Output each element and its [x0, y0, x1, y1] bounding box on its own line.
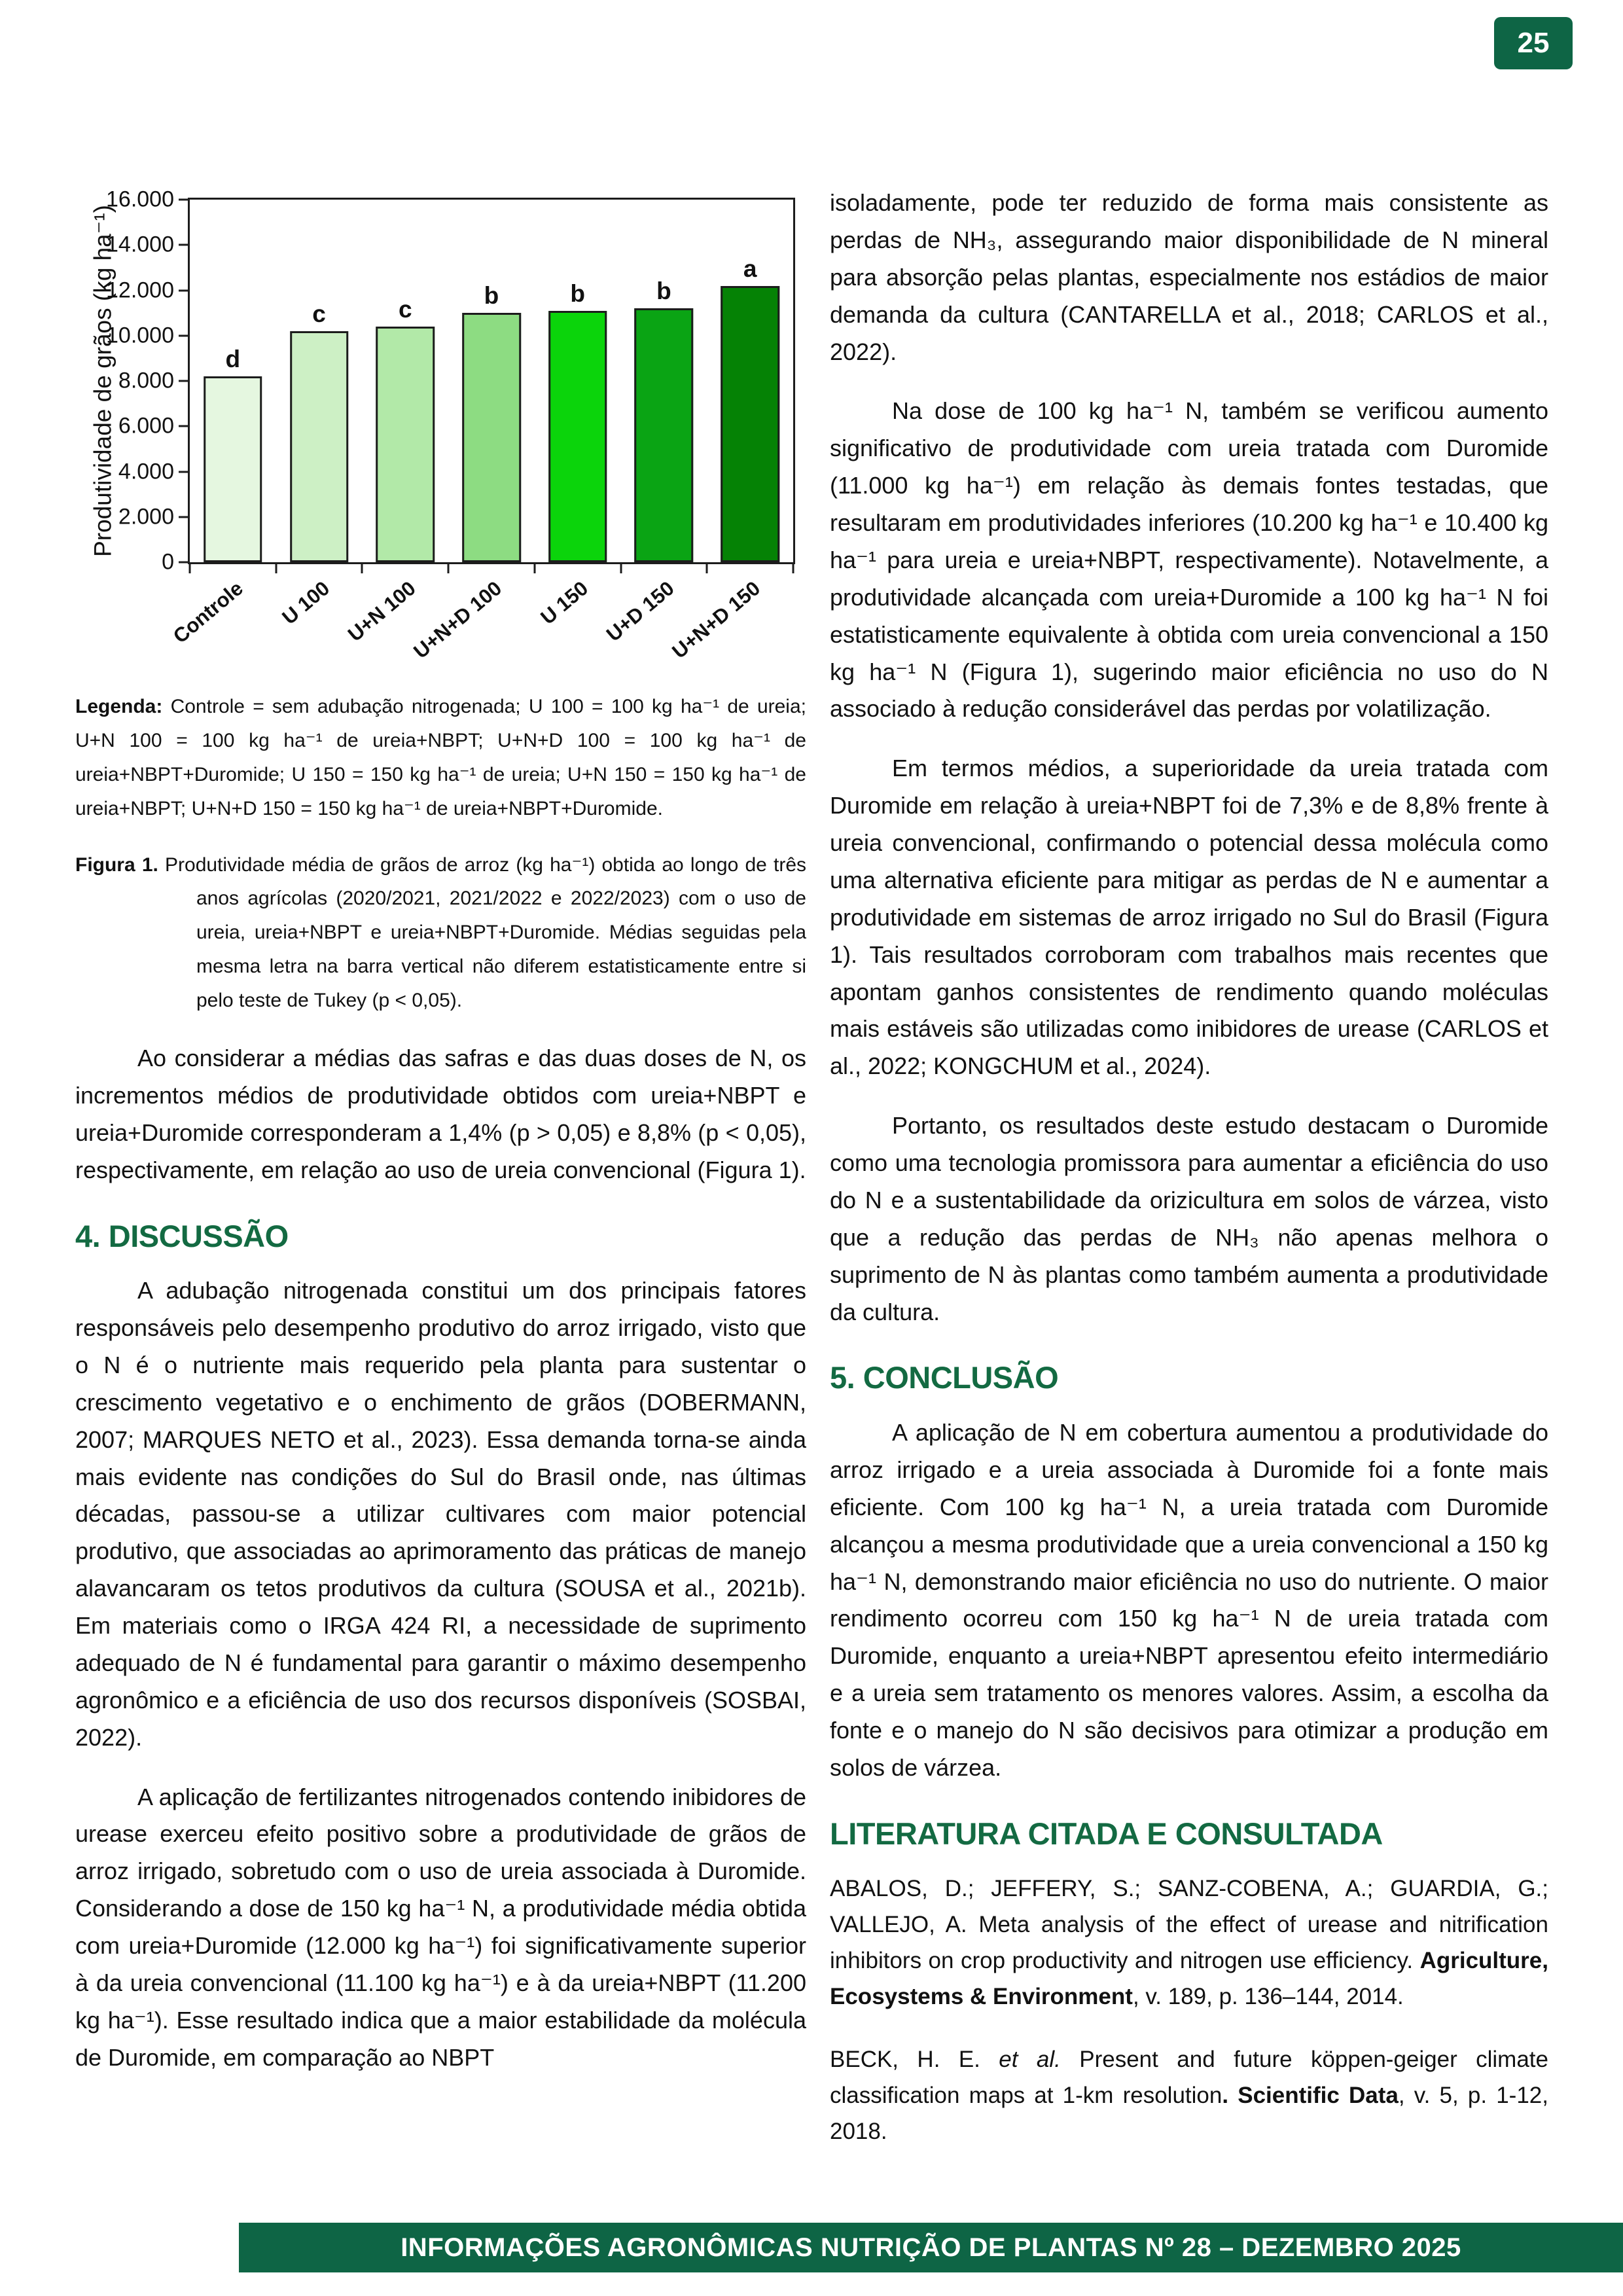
paragraph-continuation: isoladamente, pode ter reduzido de forma…: [830, 189, 1548, 365]
tukey-letter: c: [312, 300, 326, 327]
x-tick-mark: [188, 564, 191, 573]
y-tick-label: 4.000: [118, 459, 174, 484]
left-column: Produtividade de grãos (kg ha⁻¹) 0 2.000 4…: [75, 185, 806, 2099]
x-tick-mark: [620, 564, 622, 573]
discussion-paragraph-2: A aplicação de fertilizantes nitrogenado…: [75, 1783, 806, 2071]
legend-text: Controle = sem adubação nitrogenada; U 1…: [75, 696, 806, 819]
bar-slot: b U+N+D 100: [410, 200, 535, 663]
page-number-badge: 25: [1494, 17, 1573, 69]
figure-1-bar-chart: Produtividade de grãos (kg ha⁻¹) 0 2.000 4…: [75, 185, 806, 690]
y-tick-label: 16.000: [106, 187, 174, 212]
heading-conclusion: 5. CONCLUSÃO: [830, 1360, 1059, 1395]
figure-legend: Legenda: Controle = sem adubação nitroge…: [75, 690, 806, 826]
y-tick-label: 12.000: [106, 278, 174, 302]
bar-u-d-150: b: [634, 278, 694, 562]
figure-caption-text: Produtividade média de grãos de arroz (k…: [158, 853, 806, 1012]
y-tick-label: 14.000: [106, 232, 174, 257]
x-tick-mark: [533, 564, 536, 573]
figure-caption-label: Figura 1.: [75, 853, 158, 876]
y-tick-mark: [179, 198, 188, 201]
plot-area: 0 2.000 4.000 6.000 8.000 10.000 12.000 14.000 1…: [106, 187, 795, 663]
figure-caption: Figura 1. Produtividade média de grãos d…: [75, 848, 806, 1018]
y-tick-label: 8.000: [118, 368, 174, 393]
bar-slot: b U+D 150: [602, 200, 707, 646]
bar-slot: c U+N 100: [344, 200, 448, 646]
paragraph-dose-100: Na dose de 100 kg ha⁻¹ N, também se veri…: [830, 397, 1548, 723]
heading-discussion: 4. DISCUSSÃO: [75, 1218, 289, 1253]
y-axis-title: Produtividade de grãos (kg ha⁻¹): [89, 205, 116, 557]
bar-u-n-d-150: a: [721, 255, 779, 562]
y-tick-mark: [179, 243, 188, 246]
y-tick-mark: [179, 289, 188, 291]
x-tick-mark: [447, 564, 450, 573]
bar-u-150: b: [548, 280, 607, 562]
bar-slot: d Controle: [169, 200, 276, 648]
x-tick-label: U+N+D 150: [668, 577, 765, 664]
x-tick-label: U 100: [277, 577, 334, 629]
y-tick-label: 0: [162, 549, 174, 575]
tukey-letter: b: [570, 279, 585, 307]
bar-u-100: c: [289, 300, 349, 562]
bar-slot: c U 100: [276, 200, 363, 629]
y-tick-mark: [179, 516, 188, 518]
reference-entry: BECK, H. E. et al. Present and future kö…: [830, 2046, 1548, 2145]
right-column: isoladamente, pode ter reduzido de forma…: [830, 185, 1548, 2176]
x-tick-label: U+N 100: [343, 577, 420, 647]
y-tick-mark: [179, 425, 188, 427]
references-list: ABALOS, D.; JEFFERY, S.; SANZ-COBENA, A.…: [830, 1871, 1548, 2150]
x-tick-label: U 150: [536, 577, 593, 629]
x-tick-label: Controle: [169, 577, 248, 648]
bar-controle: d: [204, 346, 262, 562]
legend-label: Legenda:: [75, 696, 163, 717]
bar-slot: a U+N+D 150: [668, 200, 793, 663]
paragraph-intro: Ao considerar a médias das safras e das …: [75, 1045, 806, 1183]
bar-slot: b U 150: [535, 200, 621, 629]
y-tick-mark: [179, 380, 188, 382]
x-tick-mark: [792, 564, 794, 573]
x-tick-label: U+N+D 100: [409, 577, 507, 664]
y-tick-label: 6.000: [118, 413, 174, 439]
bar-u-n-100: c: [376, 296, 435, 562]
heading-literature: LITERATURA CITADA E CONSULTADA: [830, 1816, 1383, 1851]
y-tick-label: 2.000: [118, 504, 174, 529]
paragraph-termos-medios: Em termos médios, a superioridade da ure…: [830, 755, 1548, 1080]
tukey-letter: b: [656, 278, 671, 305]
x-tick-mark: [705, 564, 708, 573]
tukey-letter: a: [743, 255, 757, 282]
y-tick-mark: [179, 334, 188, 337]
bar-u-n-d-100: b: [462, 282, 521, 562]
footer-bar: INFORMAÇÕES AGRONÔMICAS NUTRIÇÃO DE PLAN…: [239, 2223, 1623, 2272]
paragraph-conclusion: A aplicação de N em cobertura aumentou a…: [830, 1419, 1548, 1781]
tukey-letter: c: [398, 295, 412, 323]
y-tick-mark: [179, 471, 188, 473]
x-tick-mark: [275, 564, 277, 573]
y-tick-mark: [179, 561, 188, 564]
tukey-letter: d: [225, 346, 241, 373]
paragraph-portanto: Portanto, os resultados deste estudo des…: [830, 1112, 1548, 1325]
page-number: 25: [1517, 27, 1550, 59]
reference-entry: ABALOS, D.; JEFFERY, S.; SANZ-COBENA, A.…: [830, 1875, 1548, 2010]
tukey-letter: b: [484, 282, 499, 310]
x-tick-label: U+D 150: [602, 577, 679, 647]
discussion-paragraph-1: A adubação nitrogenada constitui um dos …: [75, 1277, 806, 1751]
x-tick-mark: [361, 564, 363, 573]
y-tick-label: 10.000: [106, 323, 174, 348]
footer-text: INFORMAÇÕES AGRONÔMICAS NUTRIÇÃO DE PLAN…: [401, 2233, 1461, 2262]
